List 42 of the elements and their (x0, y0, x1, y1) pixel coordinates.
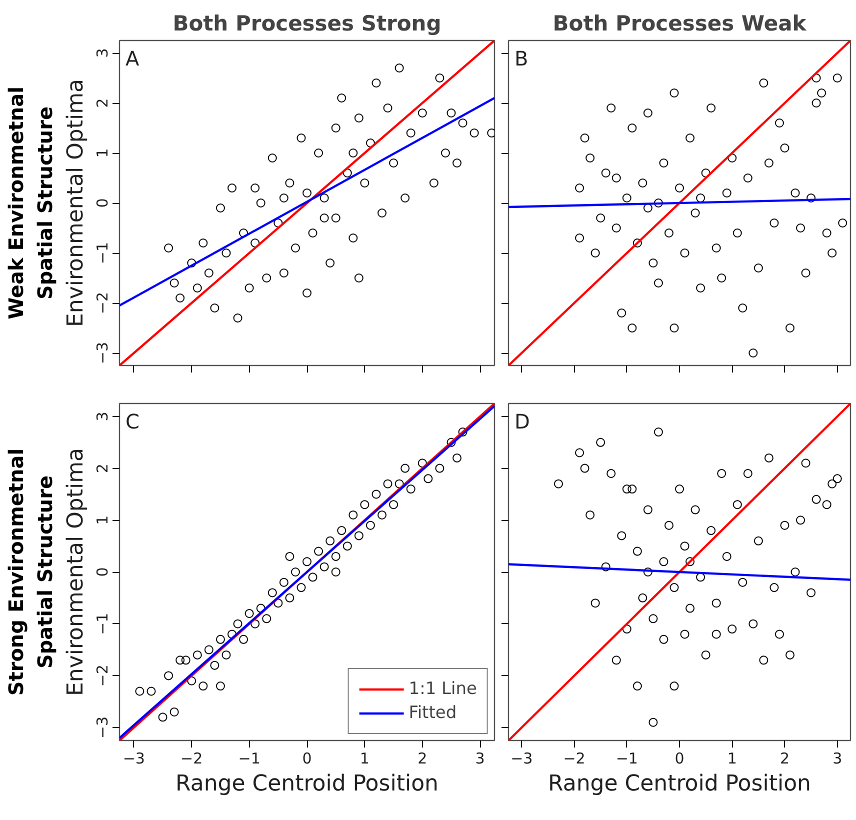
y-tick-label: −3 (94, 342, 112, 364)
y-tick-label: 3 (94, 412, 112, 422)
x-tick-label: 2 (418, 750, 428, 768)
chart-title: Both Processes Weak (552, 12, 808, 36)
legend-label: Fitted (408, 703, 457, 723)
y-tick-label: 0 (94, 198, 112, 208)
annotation: C (126, 410, 140, 434)
legend-label: 1:1 Line (408, 679, 477, 699)
x-tick-label: −2 (563, 750, 586, 768)
text: Strong Environmetnal Spatial Structure (4, 448, 57, 696)
annotation: A (126, 46, 140, 70)
x-tick-label: 0 (302, 750, 312, 768)
text: Weak Environmetnal Spatial Structure (4, 86, 57, 320)
x-tick-label: −2 (180, 750, 203, 768)
y-tick-label: −3 (94, 716, 112, 739)
x-tick-label: 0 (674, 750, 684, 768)
x-tick-label: 3 (475, 750, 485, 768)
x-tick-label: −1 (616, 750, 638, 768)
y-tick-label: 0 (94, 567, 112, 577)
annotation: D (514, 410, 530, 434)
x-tick-label: 1 (727, 750, 737, 768)
y-tick-label: −1 (94, 242, 112, 264)
y-tick-label: 2 (94, 98, 112, 108)
x-tick-label: 2 (780, 750, 790, 768)
y-tick-label: 1 (94, 515, 112, 525)
y-axis-title: Environmental Optima (64, 448, 88, 696)
y-tick-label: −2 (94, 292, 112, 314)
y-tick-label: 3 (94, 48, 112, 58)
x-axis-title: Range Centroid Position (548, 772, 811, 796)
y-axis-title: Environmental Optima (64, 78, 88, 327)
x-tick-label: 3 (832, 750, 842, 768)
y-tick-label: 1 (94, 148, 112, 158)
x-tick-label: −3 (510, 750, 533, 768)
y-tick-label: 2 (94, 464, 112, 474)
x-tick-label: −1 (238, 750, 260, 768)
y-tick-label: −2 (94, 664, 112, 687)
x-tick-label: 1 (360, 750, 370, 768)
x-axis-title: Range Centroid Position (176, 772, 438, 796)
chart-title: Both Processes Strong (172, 12, 442, 36)
y-tick-label: −1 (94, 612, 112, 635)
annotation: B (514, 46, 528, 70)
x-tick-label: −3 (122, 750, 145, 768)
